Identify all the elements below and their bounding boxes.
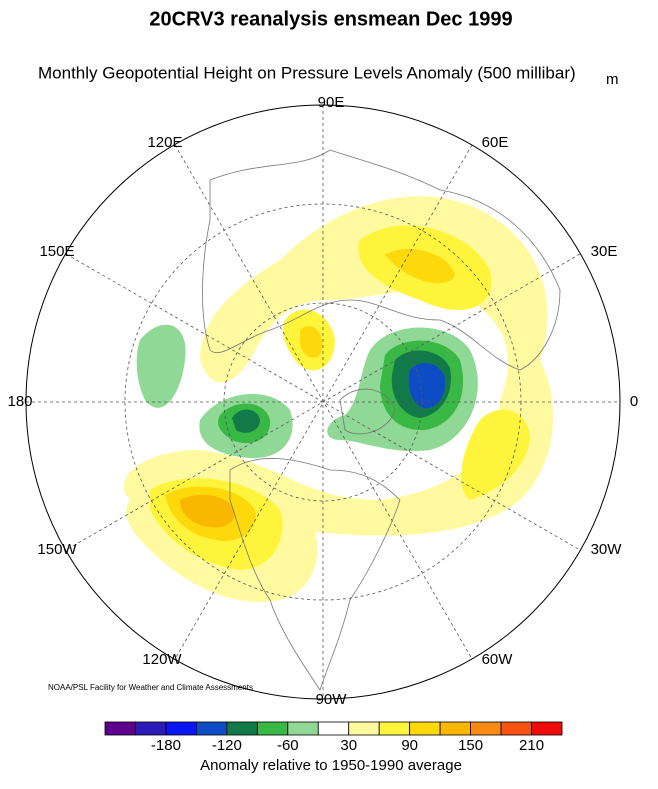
anomaly-area bbox=[408, 363, 446, 409]
colorbar-box bbox=[317, 721, 350, 736]
colorbar-box bbox=[378, 721, 411, 736]
longitude-label: 60W bbox=[482, 651, 514, 668]
colorbar-tick-label: 30 bbox=[340, 737, 357, 754]
longitude-label: 60E bbox=[482, 134, 509, 151]
anomaly-area bbox=[385, 248, 455, 284]
longitude-label: 30W bbox=[591, 541, 623, 558]
colorbar-box bbox=[348, 721, 380, 736]
colorbar-tick-label: 90 bbox=[401, 737, 418, 754]
colorbar-box bbox=[287, 721, 319, 736]
colorbar-box bbox=[470, 721, 502, 736]
longitude-label: 30E bbox=[591, 243, 618, 260]
colorbar-box bbox=[531, 721, 563, 736]
longitude-label: 120E bbox=[147, 134, 182, 151]
longitude-label: 90E bbox=[318, 94, 345, 111]
colorbar-tick-label: -180 bbox=[151, 737, 181, 754]
units: m bbox=[606, 71, 619, 88]
colorbar-tick-label: 150 bbox=[458, 737, 483, 754]
credit: NOAA/PSL Facility for Weather and Climat… bbox=[48, 683, 253, 692]
map-field bbox=[123, 196, 554, 602]
colorbar-tick-label: -120 bbox=[212, 737, 242, 754]
coastline bbox=[229, 458, 401, 691]
colorbar-tick-label: 210 bbox=[519, 737, 544, 754]
longitude-label: 180 bbox=[7, 393, 32, 410]
coastlines bbox=[202, 149, 561, 691]
colorbar-box bbox=[500, 721, 532, 736]
longitude-label: 120W bbox=[142, 651, 182, 668]
longitude-label: 150E bbox=[39, 243, 74, 260]
longitude-labels: 90E 60E 30E 0 30W 60W 90W 120W 150W 180 150E 120E bbox=[7, 94, 638, 708]
colorbar-box bbox=[135, 721, 167, 736]
coastline bbox=[202, 149, 561, 371]
subtitle: Monthly Geopotential Height on Pressure … bbox=[38, 63, 576, 82]
graticule bbox=[26, 105, 620, 699]
colorbar-box bbox=[439, 721, 471, 736]
longitude-label: 90W bbox=[316, 691, 348, 708]
anomaly-area bbox=[300, 326, 323, 358]
meridian bbox=[65, 253, 581, 551]
anomaly-area bbox=[461, 409, 530, 500]
colorbar-box bbox=[195, 721, 228, 736]
longitude-label: 0 bbox=[630, 393, 638, 410]
coastline bbox=[339, 388, 396, 435]
colorbar-box bbox=[104, 721, 136, 736]
colorbar-box bbox=[226, 721, 258, 736]
longitude-label: 150W bbox=[37, 541, 77, 558]
colorbar-tick-label: -60 bbox=[277, 737, 299, 754]
colorbar-box bbox=[409, 721, 441, 736]
map-border bbox=[25, 104, 621, 700]
colorbar-box bbox=[165, 721, 197, 736]
anomaly-area bbox=[180, 494, 235, 528]
colorbar-box bbox=[256, 721, 289, 736]
anomaly-area bbox=[136, 324, 186, 408]
colorbar: -180 -120 -60 30 90 150 210 bbox=[104, 721, 563, 754]
colorbar-caption: Anomaly relative to 1950-1990 average bbox=[200, 757, 462, 774]
title: 20CRV3 reanalysis ensmean Dec 1999 bbox=[149, 8, 512, 30]
anomaly-area bbox=[232, 409, 260, 433]
